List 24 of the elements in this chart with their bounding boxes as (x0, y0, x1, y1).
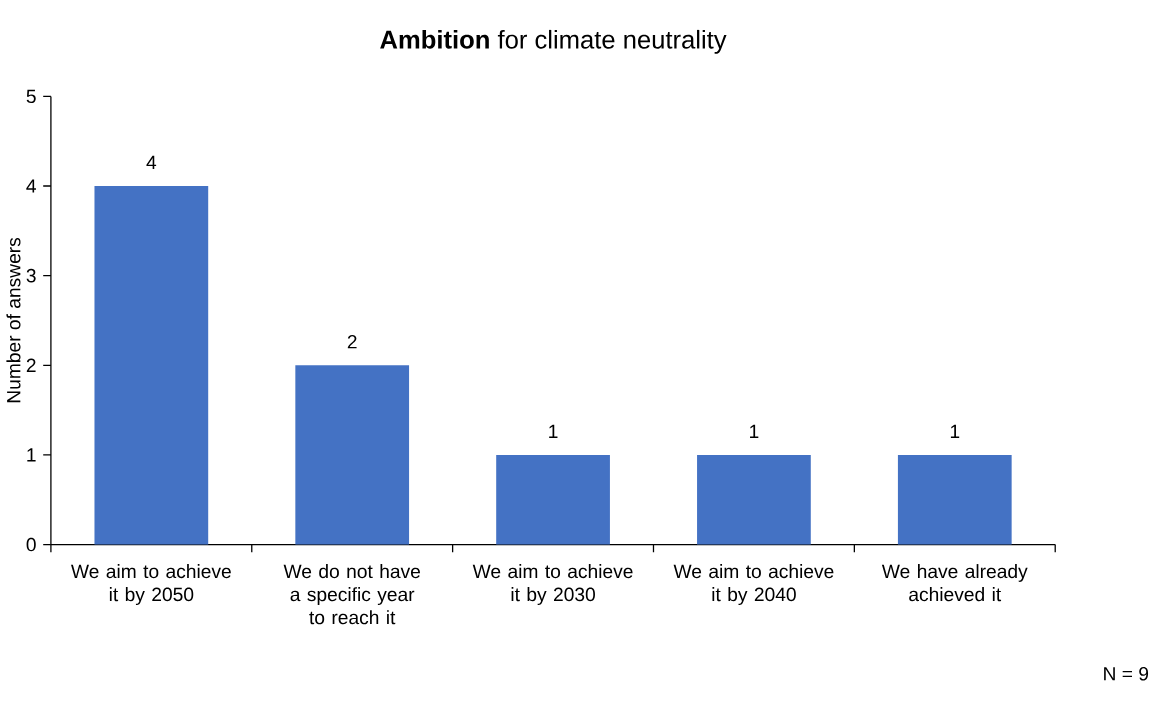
x-tick-label: We aim to achieve it by 2040 (673, 563, 834, 605)
bar (94, 185, 209, 545)
chart-title: Ambition for climate neutrality (380, 29, 727, 54)
x-tick-label: We do not have a specific year to reach it (283, 563, 420, 625)
y-tick-label: 3 (26, 268, 36, 283)
y-tick-label: 0 (26, 537, 36, 552)
y-tick-label: 1 (27, 448, 36, 462)
bar (697, 454, 811, 545)
text: N = 9 (1104, 666, 1149, 681)
x-tick-label: We have already achieved it (881, 563, 1028, 602)
data-label: 1 (549, 424, 558, 438)
y-tick-label: 4 (26, 179, 36, 193)
bar (496, 454, 610, 545)
x-tick-label: We aim to achieve it by 2050 (71, 563, 231, 605)
x-tick-label: We aim to achieve it by 2030 (472, 563, 633, 605)
y-axis-title: Number of answers (6, 237, 21, 403)
bar (295, 365, 410, 545)
data-label: 2 (347, 334, 357, 349)
data-label: 1 (750, 424, 759, 438)
y-tick-label: 5 (26, 89, 36, 103)
y-tick-label: 2 (26, 358, 36, 372)
data-label: 1 (950, 424, 960, 438)
bar (897, 454, 1012, 545)
data-label: 4 (146, 155, 157, 169)
